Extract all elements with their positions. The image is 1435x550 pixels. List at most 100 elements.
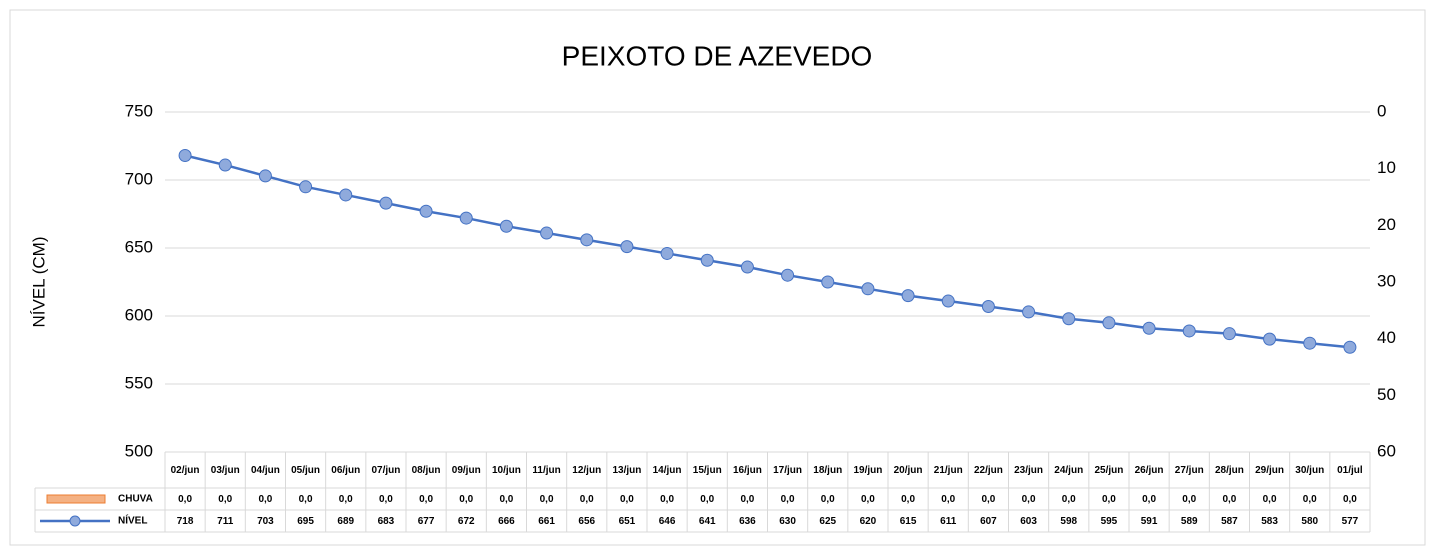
data-label: 677 xyxy=(417,515,435,527)
data-label: 0,0 xyxy=(579,493,594,505)
x-tick-label: 26/jun xyxy=(1134,465,1164,476)
data-label: 641 xyxy=(698,515,716,527)
data-label: 0,0 xyxy=(1142,493,1157,505)
y-axis-label: NÍVEL (CM) xyxy=(29,237,48,328)
data-label: 0,0 xyxy=(419,493,434,505)
marker xyxy=(218,158,232,172)
data-label: 630 xyxy=(779,515,796,527)
data-label: 0,0 xyxy=(1342,493,1357,505)
marker xyxy=(660,246,674,260)
data-label: 651 xyxy=(618,515,636,527)
legend-marker xyxy=(69,515,81,527)
y2-tick-label: 10 xyxy=(1377,158,1396,177)
x-tick-label: 17/jun xyxy=(773,465,803,476)
data-label: 0,0 xyxy=(1101,493,1116,505)
line xyxy=(184,154,1351,349)
data-label: 0,0 xyxy=(218,493,233,505)
data-label: 646 xyxy=(658,515,676,527)
marker xyxy=(981,299,995,313)
data-label: 0,0 xyxy=(660,493,675,505)
marker xyxy=(781,268,795,282)
data-label: 636 xyxy=(739,515,756,527)
marker xyxy=(1222,327,1236,341)
x-tick-label: 08/jun xyxy=(411,465,441,476)
x-tick-label: 11/jun xyxy=(532,465,561,476)
y2-tick-label: 50 xyxy=(1377,385,1396,404)
x-tick-label: 29/jun xyxy=(1255,465,1285,476)
data-label: 666 xyxy=(498,515,515,527)
data-label: 0,0 xyxy=(1021,493,1036,505)
data-label: 0,0 xyxy=(820,493,835,505)
x-tick-label: 13/jun xyxy=(612,465,642,476)
x-tick-label: 16/jun xyxy=(732,465,762,476)
marker xyxy=(1142,321,1156,335)
data-label: 0,0 xyxy=(619,493,634,505)
marker xyxy=(258,169,272,183)
data-label: 580 xyxy=(1301,515,1319,527)
data-label: 0,0 xyxy=(258,493,273,505)
data-label: 0,0 xyxy=(1222,493,1237,505)
y2-tick-label: 20 xyxy=(1377,215,1396,234)
legend-label: CHUVA xyxy=(118,494,153,505)
data-label: 587 xyxy=(1221,515,1238,527)
x-tick-label: 12/jun xyxy=(572,465,602,476)
legend-label: NÍVEL xyxy=(118,514,147,527)
marker xyxy=(299,180,313,194)
marker xyxy=(540,226,554,240)
data-label: 661 xyxy=(538,515,555,527)
marker xyxy=(700,253,714,267)
data-label: 0,0 xyxy=(780,493,795,505)
marker xyxy=(740,260,754,274)
y2-tick-label: 0 xyxy=(1377,101,1386,120)
data-label: 683 xyxy=(377,515,395,527)
data-label: 577 xyxy=(1341,515,1359,527)
x-tick-label: 25/jun xyxy=(1094,465,1124,476)
marker xyxy=(861,282,875,296)
data-label: 595 xyxy=(1100,515,1118,527)
y-tick-label: 650 xyxy=(125,237,153,256)
x-tick-label: 30/jun xyxy=(1295,465,1325,476)
data-label: 0,0 xyxy=(1302,493,1317,505)
marker xyxy=(379,196,393,210)
x-tick-label: 09/jun xyxy=(451,465,481,476)
data-label: 718 xyxy=(176,515,194,527)
y-tick-label: 700 xyxy=(125,169,153,188)
data-label: 620 xyxy=(859,515,877,527)
x-tick-label: 18/jun xyxy=(813,465,843,476)
x-tick-label: 04/jun xyxy=(250,465,280,476)
data-label: 583 xyxy=(1261,515,1278,527)
data-label: 591 xyxy=(1140,515,1158,527)
x-tick-label: 14/jun xyxy=(652,465,682,476)
data-label: 615 xyxy=(899,515,917,527)
data-label: 607 xyxy=(980,515,997,527)
x-tick-label: 06/jun xyxy=(331,465,361,476)
marker xyxy=(339,188,353,202)
data-label: 0,0 xyxy=(459,493,474,505)
marker xyxy=(178,149,192,163)
data-label: 711 xyxy=(217,515,234,527)
data-label: 689 xyxy=(337,515,355,527)
data-label: 0,0 xyxy=(539,493,554,505)
data-label: 0,0 xyxy=(499,493,514,505)
marker xyxy=(1182,324,1196,338)
x-tick-label: 27/jun xyxy=(1174,465,1204,476)
x-tick-label: 05/jun xyxy=(291,465,321,476)
marker xyxy=(499,219,513,233)
data-label: 589 xyxy=(1180,515,1198,527)
chart-title: PEIXOTO DE AZEVEDO xyxy=(562,40,873,71)
data-label: 703 xyxy=(257,515,274,527)
data-label: 625 xyxy=(819,515,837,527)
x-tick-label: 21/jun xyxy=(933,465,963,476)
x-tick-label: 19/jun xyxy=(853,465,883,476)
data-label: 672 xyxy=(457,515,475,527)
data-label: 695 xyxy=(297,515,314,527)
x-tick-label: 15/jun xyxy=(692,465,722,476)
data-label: 0,0 xyxy=(338,493,353,505)
data-label: 611 xyxy=(940,515,957,527)
marker xyxy=(901,289,915,303)
y2-tick-label: 30 xyxy=(1377,271,1396,290)
y2-tick-label: 60 xyxy=(1377,441,1396,460)
x-tick-label: 02/jun xyxy=(170,465,200,476)
